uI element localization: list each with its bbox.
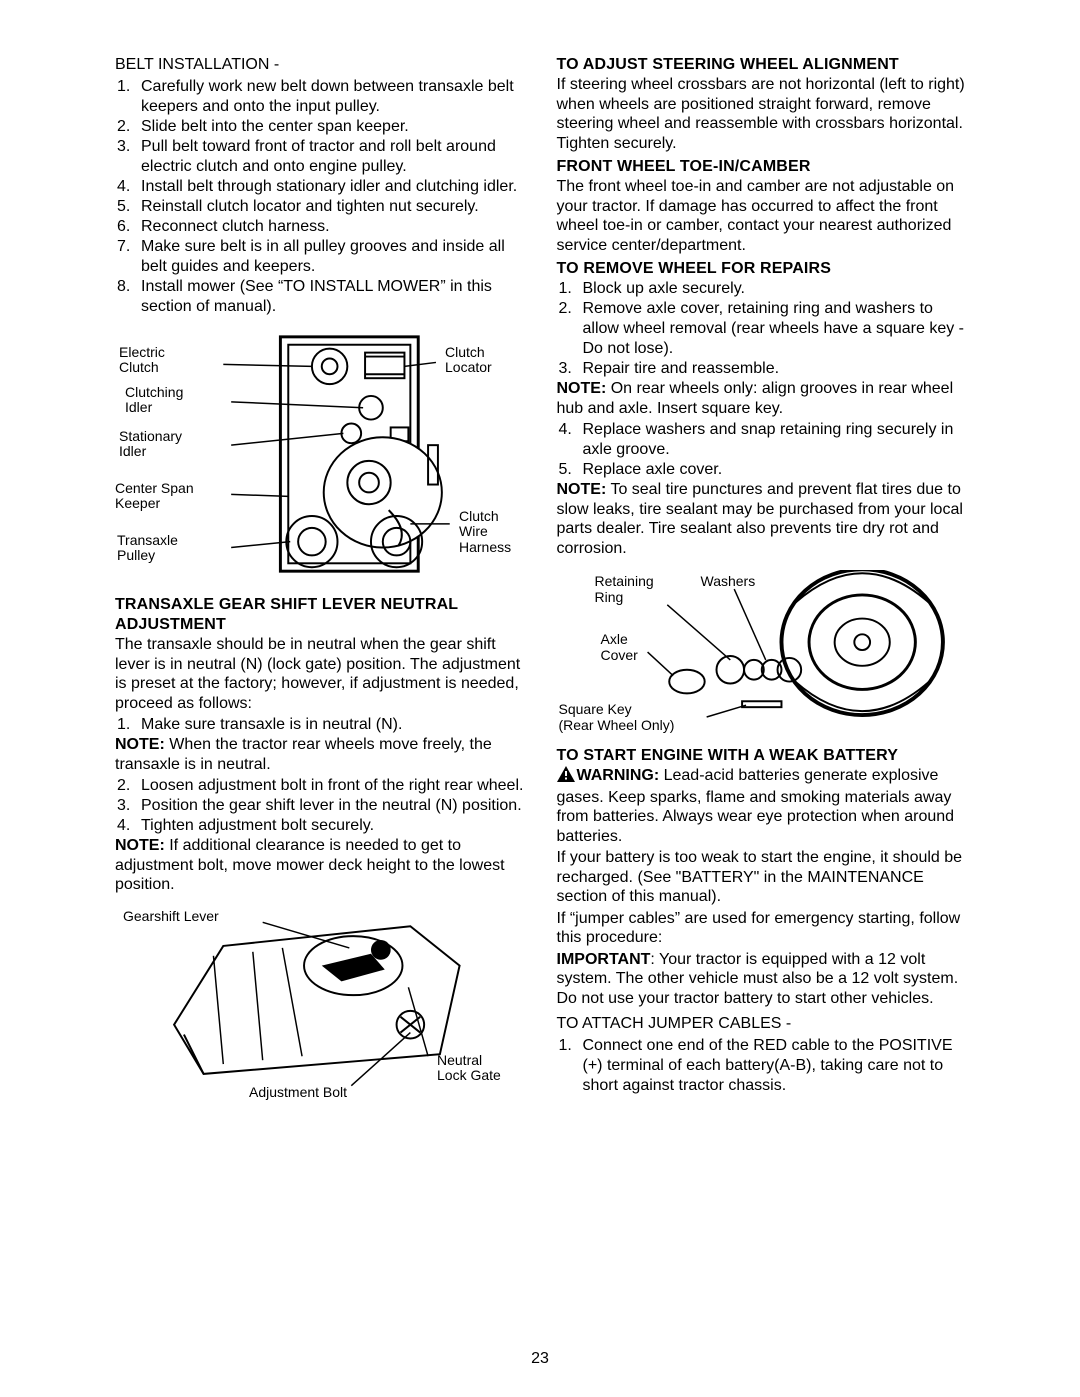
important-block: IMPORTANT: Your tractor is equipped with…: [557, 950, 971, 1009]
list-item-text: Slide belt into the center span keeper.: [141, 117, 529, 137]
list-item: 1.Connect one end of the RED cable to th…: [557, 1036, 971, 1096]
label-retaining-ring: Retaining Ring: [595, 574, 654, 605]
warning-block: WARNING: Lead-acid batteries generate ex…: [557, 766, 971, 846]
list-item-text: Install belt through stationary idler an…: [141, 177, 529, 197]
attach-list: 1.Connect one end of the RED cable to th…: [557, 1036, 971, 1096]
removewheel-list-b: 4.Replace washers and snap retaining rin…: [557, 420, 971, 480]
battery-p2: If “jumper cables” are used for emergenc…: [557, 909, 971, 948]
label-stationary-idler: Stationary Idler: [119, 429, 182, 460]
label-clutching-idler: Clutching Idler: [125, 385, 183, 416]
list-item-text: Replace washers and snap retaining ring …: [583, 420, 971, 460]
label-clutch-locator: Clutch Locator: [445, 345, 492, 376]
transaxle-step-2: Loosen adjustment bolt in front of the r…: [141, 776, 529, 796]
removewheel-list-a: 1.Block up axle securely.2.Remove axle c…: [557, 279, 971, 379]
label-axle-cover: Axle Cover: [601, 632, 638, 663]
list-item-text: Remove axle cover, retaining ring and wa…: [583, 299, 971, 359]
list-item-text: Pull belt toward front of tractor and ro…: [141, 137, 529, 177]
label-adjustment-bolt: Adjustment Bolt: [249, 1085, 347, 1100]
transaxle-note-2: NOTE: If additional clearance is needed …: [115, 836, 529, 895]
note-text: On rear wheels only: align grooves in re…: [557, 380, 954, 417]
note-label: NOTE:: [557, 380, 607, 397]
list-item: 3.Position the gear shift lever in the n…: [115, 796, 529, 816]
note-label: NOTE:: [115, 837, 165, 854]
label-square-key: Square Key (Rear Wheel Only): [559, 702, 675, 733]
list-item: 2.Remove axle cover, retaining ring and …: [557, 299, 971, 359]
transaxle-step-4: Tighten adjustment bolt securely.: [141, 816, 529, 836]
list-item: 5.Reinstall clutch locator and tighten n…: [115, 197, 529, 217]
belt-install-list: 1.Carefully work new belt down between t…: [115, 77, 529, 317]
steering-heading: TO ADJUST STEERING WHEEL ALIGNMENT: [557, 55, 971, 75]
toein-heading: FRONT WHEEL TOE-IN/CAMBER: [557, 157, 971, 177]
list-item: 4.Install belt through stationary idler …: [115, 177, 529, 197]
list-item-text: Reinstall clutch locator and tighten nut…: [141, 197, 529, 217]
transaxle-step-3: Position the gear shift lever in the neu…: [141, 796, 529, 816]
list-item: 5.Replace axle cover.: [557, 460, 971, 480]
note-text: To seal tire punctures and prevent flat …: [557, 481, 963, 557]
transaxle-list: 1.Make sure transaxle is in neutral (N).: [115, 715, 529, 735]
transaxle-list-b: 2.Loosen adjustment bolt in front of the…: [115, 776, 529, 836]
label-washers: Washers: [701, 574, 756, 589]
list-item: 2.Loosen adjustment bolt in front of the…: [115, 776, 529, 796]
removewheel-heading: TO REMOVE WHEEL FOR REPAIRS: [557, 259, 971, 279]
rw-note-1: NOTE: On rear wheels only: align grooves…: [557, 379, 971, 418]
list-item-text: Reconnect clutch harness.: [141, 217, 529, 237]
wheel-diagram: Retaining Ring Washers Axle Cover Square…: [557, 570, 971, 738]
list-item: 2.Slide belt into the center span keeper…: [115, 117, 529, 137]
rw-note-2: NOTE: To seal tire punctures and prevent…: [557, 480, 971, 558]
label-transaxle-pulley: Transaxle Pulley: [117, 533, 178, 564]
list-item: 8.Install mower (See “TO INSTALL MOWER” …: [115, 277, 529, 317]
important-label: IMPORTANT: [557, 951, 651, 968]
gearshift-diagram: Gearshift Lever Neutral Lock Gate Adjust…: [115, 905, 529, 1105]
list-item: 7.Make sure belt is in all pulley groove…: [115, 237, 529, 277]
transaxle-step-1: Make sure transaxle is in neutral (N).: [141, 715, 529, 735]
transaxle-note-1: NOTE: When the tractor rear wheels move …: [115, 735, 529, 774]
belt-diagram: Electric Clutch Clutching Idler Stationa…: [115, 325, 529, 585]
page-number: 23: [0, 1349, 1080, 1369]
note-text: When the tractor rear wheels move freely…: [115, 736, 492, 773]
steering-text: If steering wheel crossbars are not hori…: [557, 75, 971, 153]
label-gearshift-lever: Gearshift Lever: [123, 909, 219, 924]
note-label: NOTE:: [115, 736, 165, 753]
belt-installation-title: BELT INSTALLATION -: [115, 55, 529, 75]
note-label: NOTE:: [557, 481, 607, 498]
list-item: 1.Make sure transaxle is in neutral (N).: [115, 715, 529, 735]
wheel-diagram-wrap: Retaining Ring Washers Axle Cover Square…: [557, 570, 971, 738]
list-item: 4.Replace washers and snap retaining rin…: [557, 420, 971, 460]
list-item: 4.Tighten adjustment bolt securely.: [115, 816, 529, 836]
list-item-text: Install mower (See “TO INSTALL MOWER” in…: [141, 277, 529, 317]
label-electric-clutch: Electric Clutch: [119, 345, 165, 376]
transaxle-intro: The transaxle should be in neutral when …: [115, 635, 529, 713]
list-item-text: Replace axle cover.: [583, 460, 971, 480]
battery-heading: TO START ENGINE WITH A WEAK BATTERY: [557, 746, 971, 766]
left-column: BELT INSTALLATION - 1.Carefully work new…: [115, 55, 529, 1105]
toein-text: The front wheel toe-in and camber are no…: [557, 177, 971, 255]
note-text: If additional clearance is needed to get…: [115, 837, 505, 893]
list-item-text: Repair tire and reassemble.: [583, 359, 971, 379]
attach-title: TO ATTACH JUMPER CABLES -: [557, 1014, 971, 1034]
list-item-text: Block up axle securely.: [583, 279, 971, 299]
label-clutch-wire: Clutch Wire Harness: [459, 509, 511, 555]
warning-icon: [557, 766, 575, 788]
list-item: 1.Block up axle securely.: [557, 279, 971, 299]
list-item-text: Make sure belt is in all pulley grooves …: [141, 237, 529, 277]
label-neutral-lockgate: Neutral Lock Gate: [437, 1053, 501, 1084]
attach-step-1: Connect one end of the RED cable to the …: [583, 1036, 971, 1096]
transaxle-heading: TRANSAXLE GEAR SHIFT LEVER NEUTRAL ADJUS…: [115, 595, 529, 635]
list-item-text: Carefully work new belt down between tra…: [141, 77, 529, 117]
battery-p1: If your battery is too weak to start the…: [557, 848, 971, 907]
list-item: 6.Reconnect clutch harness.: [115, 217, 529, 237]
list-item: 3.Repair tire and reassemble.: [557, 359, 971, 379]
right-column: TO ADJUST STEERING WHEEL ALIGNMENT If st…: [557, 55, 971, 1105]
list-item: 3.Pull belt toward front of tractor and …: [115, 137, 529, 177]
label-center-span: Center Span Keeper: [115, 481, 194, 512]
warning-label: WARNING:: [577, 767, 660, 784]
list-item: 1.Carefully work new belt down between t…: [115, 77, 529, 117]
